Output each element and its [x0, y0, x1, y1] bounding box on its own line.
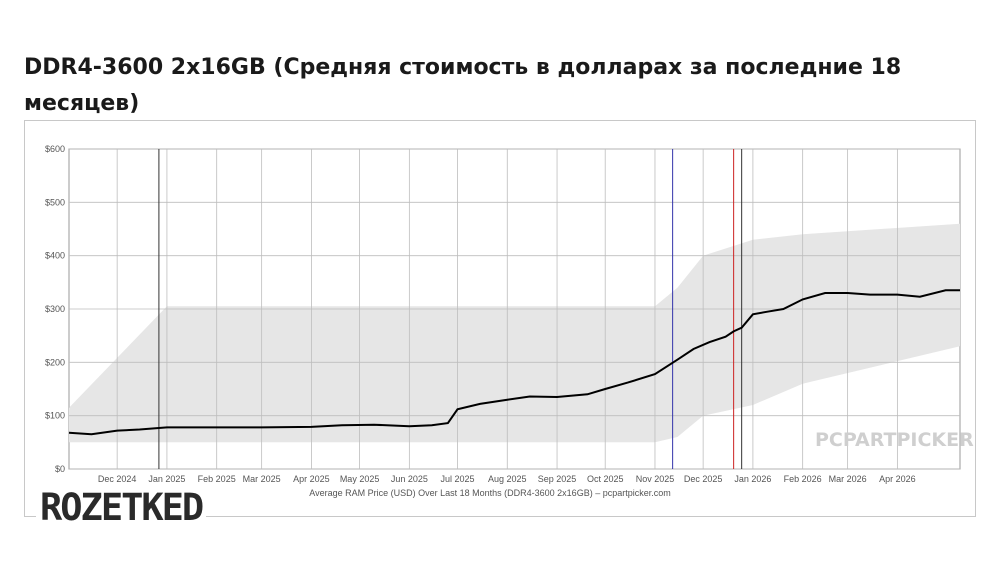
average-price-line — [68, 289, 960, 436]
x-tick-label: Feb 2026 — [784, 474, 822, 484]
pcpartpicker-watermark: PCPARTPICKER — [815, 429, 974, 451]
y-tick-label: $500 — [45, 197, 65, 207]
y-tick-label: $300 — [45, 304, 65, 314]
y-tick-label: $200 — [45, 357, 65, 367]
chart-frame: $0 $100 $200 $300 $400 $500 $600 Dec 2024 Jan 20… — [24, 120, 976, 517]
x-tick-label: Apr 2026 — [879, 474, 916, 484]
x-tick-label: Aug 2025 — [488, 474, 527, 484]
x-tick-label: Jun 2025 — [391, 474, 428, 484]
x-tick-label: Nov 2025 — [636, 474, 675, 484]
x-tick-label: Feb 2025 — [198, 474, 236, 484]
x-tick-label: Mar 2026 — [829, 474, 867, 484]
x-axis-label: Average RAM Price (USD) Over Last 18 Mon… — [309, 488, 670, 498]
y-tick-label: $100 — [45, 411, 65, 421]
rozetked-logo: ROZETKED — [36, 486, 207, 530]
y-tick-label: $600 — [45, 144, 65, 154]
price-chart: $0 $100 $200 $300 $400 $500 $600 Dec 2024 Jan 20… — [45, 144, 974, 498]
x-tick-label: Jul 2025 — [440, 474, 474, 484]
x-tick-label: Jan 2026 — [734, 474, 771, 484]
x-tick-label: May 2025 — [340, 474, 380, 484]
x-tick-label: Jan 2025 — [148, 474, 185, 484]
x-tick-label: Apr 2025 — [293, 474, 330, 484]
page-headline: DDR4-3600 2x16GB (Средняя стоимость в до… — [24, 55, 902, 116]
y-tick-label: $400 — [45, 251, 65, 261]
y-tick-label: $0 — [55, 464, 65, 474]
price-range-band — [69, 223, 960, 443]
x-tick-label: Oct 2025 — [587, 474, 624, 484]
x-tick-label: Dec 2025 — [684, 474, 723, 484]
x-tick-label: Mar 2025 — [243, 474, 281, 484]
x-tick-label: Sep 2025 — [538, 474, 577, 484]
x-tick-label: Dec 2024 — [98, 474, 137, 484]
